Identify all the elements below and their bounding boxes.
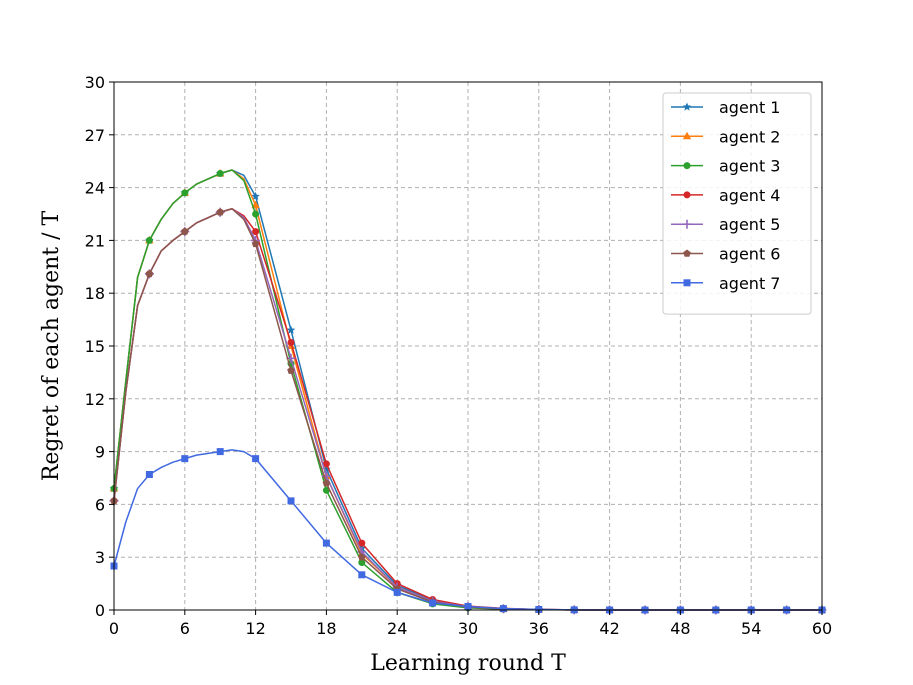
legend-item: agent 7 (671, 274, 780, 293)
y-tick-label: 15 (85, 337, 105, 356)
legend-item: agent 3 (671, 157, 780, 176)
data-point (145, 236, 153, 244)
data-point (252, 455, 260, 463)
x-tick-label: 0 (109, 619, 119, 638)
y-tick-label: 0 (95, 601, 105, 620)
legend-label: agent 4 (719, 186, 780, 205)
legend-box (662, 92, 812, 315)
x-tick-label: 60 (812, 619, 832, 638)
legend-label: agent 3 (719, 157, 780, 176)
legend-label: agent 6 (719, 245, 780, 264)
data-point (287, 366, 295, 374)
y-tick-label: 30 (85, 73, 105, 92)
legend-label: agent 2 (719, 127, 780, 146)
y-tick-label: 21 (85, 231, 105, 250)
legend-item: agent 6 (671, 245, 780, 264)
data-point (251, 191, 260, 201)
data-point (322, 460, 330, 468)
y-tick-label: 24 (85, 179, 105, 198)
x-tick-label: 36 (529, 619, 549, 638)
legend-marker (682, 131, 692, 140)
legend-label: agent 7 (719, 274, 780, 293)
legend-label: agent 1 (719, 98, 780, 117)
legend-marker (682, 102, 692, 111)
legend-marker (682, 219, 692, 229)
data-point (251, 239, 260, 248)
data-point (181, 189, 189, 197)
legend-item: agent 5 (671, 215, 780, 234)
data-point (181, 227, 189, 235)
data-point (216, 208, 224, 216)
data-point (287, 338, 295, 346)
data-point (252, 228, 260, 236)
data-point (322, 539, 330, 547)
x-tick-label: 42 (599, 619, 619, 638)
legend-marker (683, 249, 691, 257)
data-point (321, 471, 331, 481)
legend-item: agent 1 (671, 98, 780, 117)
legend: agent 1 agent 2 agent 3 agent 4 agent 5 agent… (662, 92, 812, 315)
y-tick-label: 6 (95, 495, 105, 514)
data-point (358, 558, 366, 566)
series-line (113, 449, 822, 611)
data-point (358, 571, 366, 579)
data-point (287, 497, 295, 505)
legend-label: agent 5 (719, 215, 780, 234)
data-point (464, 602, 472, 610)
x-axis-label: Learning round T (370, 651, 566, 676)
x-tick-label: 24 (387, 619, 407, 638)
legend-marker (683, 279, 691, 287)
x-tick-label: 30 (458, 619, 478, 638)
y-tick-label: 9 (95, 443, 105, 462)
x-tick-label: 54 (741, 619, 761, 638)
y-tick-label: 27 (85, 126, 105, 145)
data-point (499, 605, 507, 613)
legend-marker (683, 191, 691, 199)
data-point (216, 170, 224, 178)
data-point (322, 479, 331, 487)
x-tick-label: 12 (245, 619, 265, 638)
x-tick-label: 6 (180, 619, 190, 638)
data-point (286, 325, 296, 334)
legend-item: agent 2 (671, 127, 780, 146)
legend-marker (683, 162, 691, 170)
data-point (358, 553, 366, 561)
x-tick-label: 18 (316, 619, 336, 638)
legend-item: agent 4 (671, 186, 780, 205)
y-tick-label: 18 (85, 284, 105, 303)
data-point (181, 455, 189, 463)
data-point (393, 588, 401, 596)
data-point (252, 210, 260, 218)
data-point (145, 269, 154, 278)
data-point (535, 605, 543, 613)
y-axis-label: Regret of each agent / T (39, 211, 64, 482)
data-point (145, 470, 153, 478)
y-tick-label: 3 (95, 548, 105, 567)
data-point (429, 599, 437, 607)
data-point (216, 448, 224, 456)
data-point (358, 539, 366, 547)
x-tick-label: 48 (670, 619, 690, 638)
y-tick-label: 12 (85, 390, 105, 409)
